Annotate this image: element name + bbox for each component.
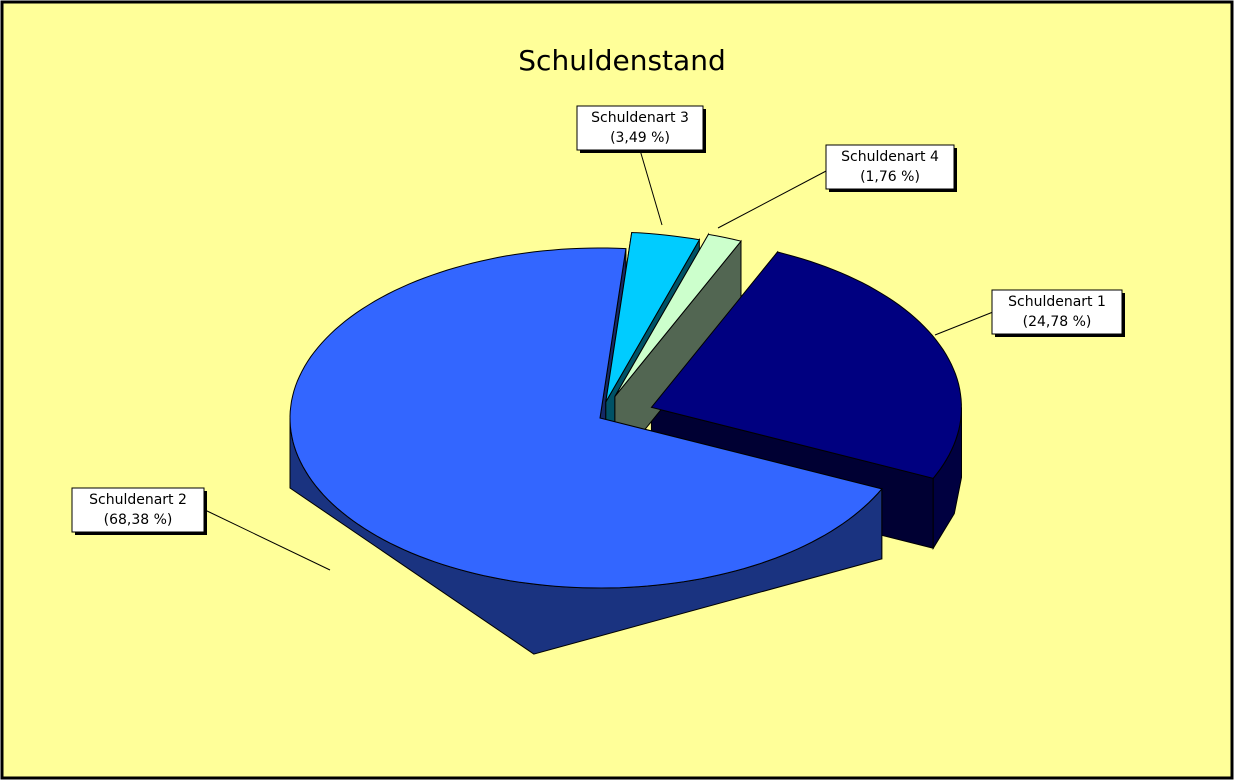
slice-value-label: (68,38 %): [104, 512, 173, 528]
leader-line: [204, 509, 331, 571]
pie-tops: [289, 231, 962, 589]
slice: [614, 233, 742, 397]
chart-title: Schuldenstand: [518, 44, 725, 77]
leader-line: [639, 149, 663, 226]
slice-label: Schuldenart 1: [1008, 294, 1106, 310]
slice-label: Schuldenart 4: [841, 149, 939, 165]
slice-label: Schuldenart 3: [591, 110, 689, 126]
slice-label: Schuldenart 2: [89, 492, 187, 508]
slice-value-label: (3,49 %): [610, 130, 670, 146]
label-box: [991, 289, 1123, 335]
label-box: [71, 487, 205, 533]
slice: [605, 231, 701, 403]
slice: [289, 247, 883, 589]
slice-value-label: (1,76 %): [860, 169, 920, 185]
slice: [650, 251, 962, 479]
leader-line: [717, 169, 829, 229]
slice-value-label: (24,78 %): [1023, 314, 1092, 330]
label-box: [576, 105, 704, 151]
leader-line: [934, 311, 994, 336]
label-box: [825, 144, 955, 190]
